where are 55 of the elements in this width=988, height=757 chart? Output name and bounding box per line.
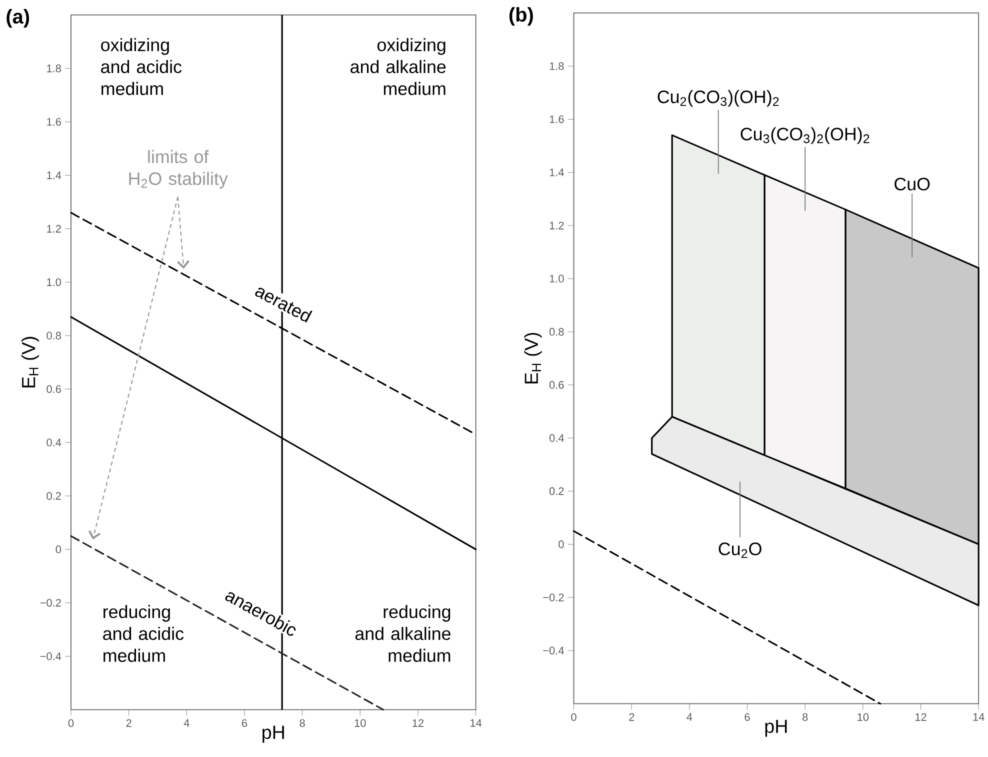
- annotation: reducing and acidic medium: [103, 605, 184, 662]
- y-tick-label: 0.2: [46, 492, 61, 500]
- x-tick-label: 12: [412, 719, 424, 728]
- text: CuO: [894, 178, 930, 191]
- x-tick-label: 8: [300, 719, 305, 728]
- x-tick-label: 4: [184, 719, 190, 727]
- y-tick-label: 0.8: [549, 328, 564, 336]
- y-tick-label: 1.4: [550, 168, 564, 176]
- y-tick-label: 1.0: [550, 274, 564, 283]
- x-tick-label: 6: [242, 719, 248, 728]
- y-tick-label: 0.4: [549, 434, 564, 442]
- x-tick-label: 2: [629, 713, 634, 722]
- chart-title: (b): [509, 7, 533, 26]
- x-tick-label: 14: [470, 719, 482, 727]
- x-tick-label: 0: [571, 713, 576, 722]
- x-tick-label: 10: [858, 713, 869, 722]
- x-tick-label: 0: [68, 719, 74, 728]
- series-label: Cu$_{2}$O: [718, 542, 762, 558]
- text: Cu$_{3}$(CO$_{3}$)$_{2}$(OH)$_{2}$: [740, 127, 870, 144]
- x-tick-label: 12: [916, 713, 926, 722]
- annotation: oxidizing and acidic medium: [101, 38, 182, 96]
- x-tick-label: 10: [354, 719, 366, 728]
- y-tick-label: 0.6: [549, 381, 564, 389]
- x-tick-label: 2: [126, 719, 132, 728]
- y-axis-title: E$_{H}$ (V): [21, 337, 39, 388]
- x-axis-title: pH: [262, 726, 284, 743]
- x-axis-title: pH: [765, 720, 787, 737]
- y-tick-label: 1.0: [47, 278, 62, 286]
- y-axis-title: E$_{H}$ (V): [524, 333, 542, 384]
- x-tick-label: 4: [686, 713, 692, 721]
- x-tick-label: 6: [744, 713, 750, 722]
- y-tick-label: 1.8: [47, 64, 61, 72]
- y-tick-label: 1.8: [550, 62, 564, 70]
- y-tick-label: 0.8: [46, 332, 61, 340]
- x-tick-label: 14: [973, 713, 984, 721]
- y-tick-label: 1.2: [550, 222, 564, 230]
- y-tick-label: 1.6: [550, 116, 564, 124]
- y-tick-label: 1.2: [47, 225, 61, 233]
- y-tick-label: 0: [56, 546, 62, 554]
- y-tick-label: 0.4: [46, 438, 62, 447]
- x-tick-label: 8: [802, 713, 808, 722]
- y-tick-label: −0.2: [543, 594, 564, 602]
- y-tick-label: −0.4: [40, 652, 62, 660]
- y-tick-label: −0.4: [543, 646, 564, 655]
- y-tick-label: 0.6: [46, 385, 61, 394]
- annotation: oxidizing and alkaline medium: [350, 38, 446, 96]
- chart-title: (a): [6, 9, 30, 28]
- annotation: reducing and alkaline medium: [355, 605, 450, 662]
- y-tick-label: −0.2: [40, 599, 61, 607]
- y-tick-label: 1.4: [47, 172, 62, 180]
- y-tick-label: 0.2: [549, 487, 564, 496]
- series-label: Cu$_{2}$(CO$_{3}$)(OH)$_{2}$: [658, 90, 779, 107]
- y-tick-label: 1.6: [47, 118, 61, 126]
- annotation: limits of H$_{2}$O stability: [129, 150, 228, 189]
- y-tick-label: 0: [558, 540, 564, 548]
